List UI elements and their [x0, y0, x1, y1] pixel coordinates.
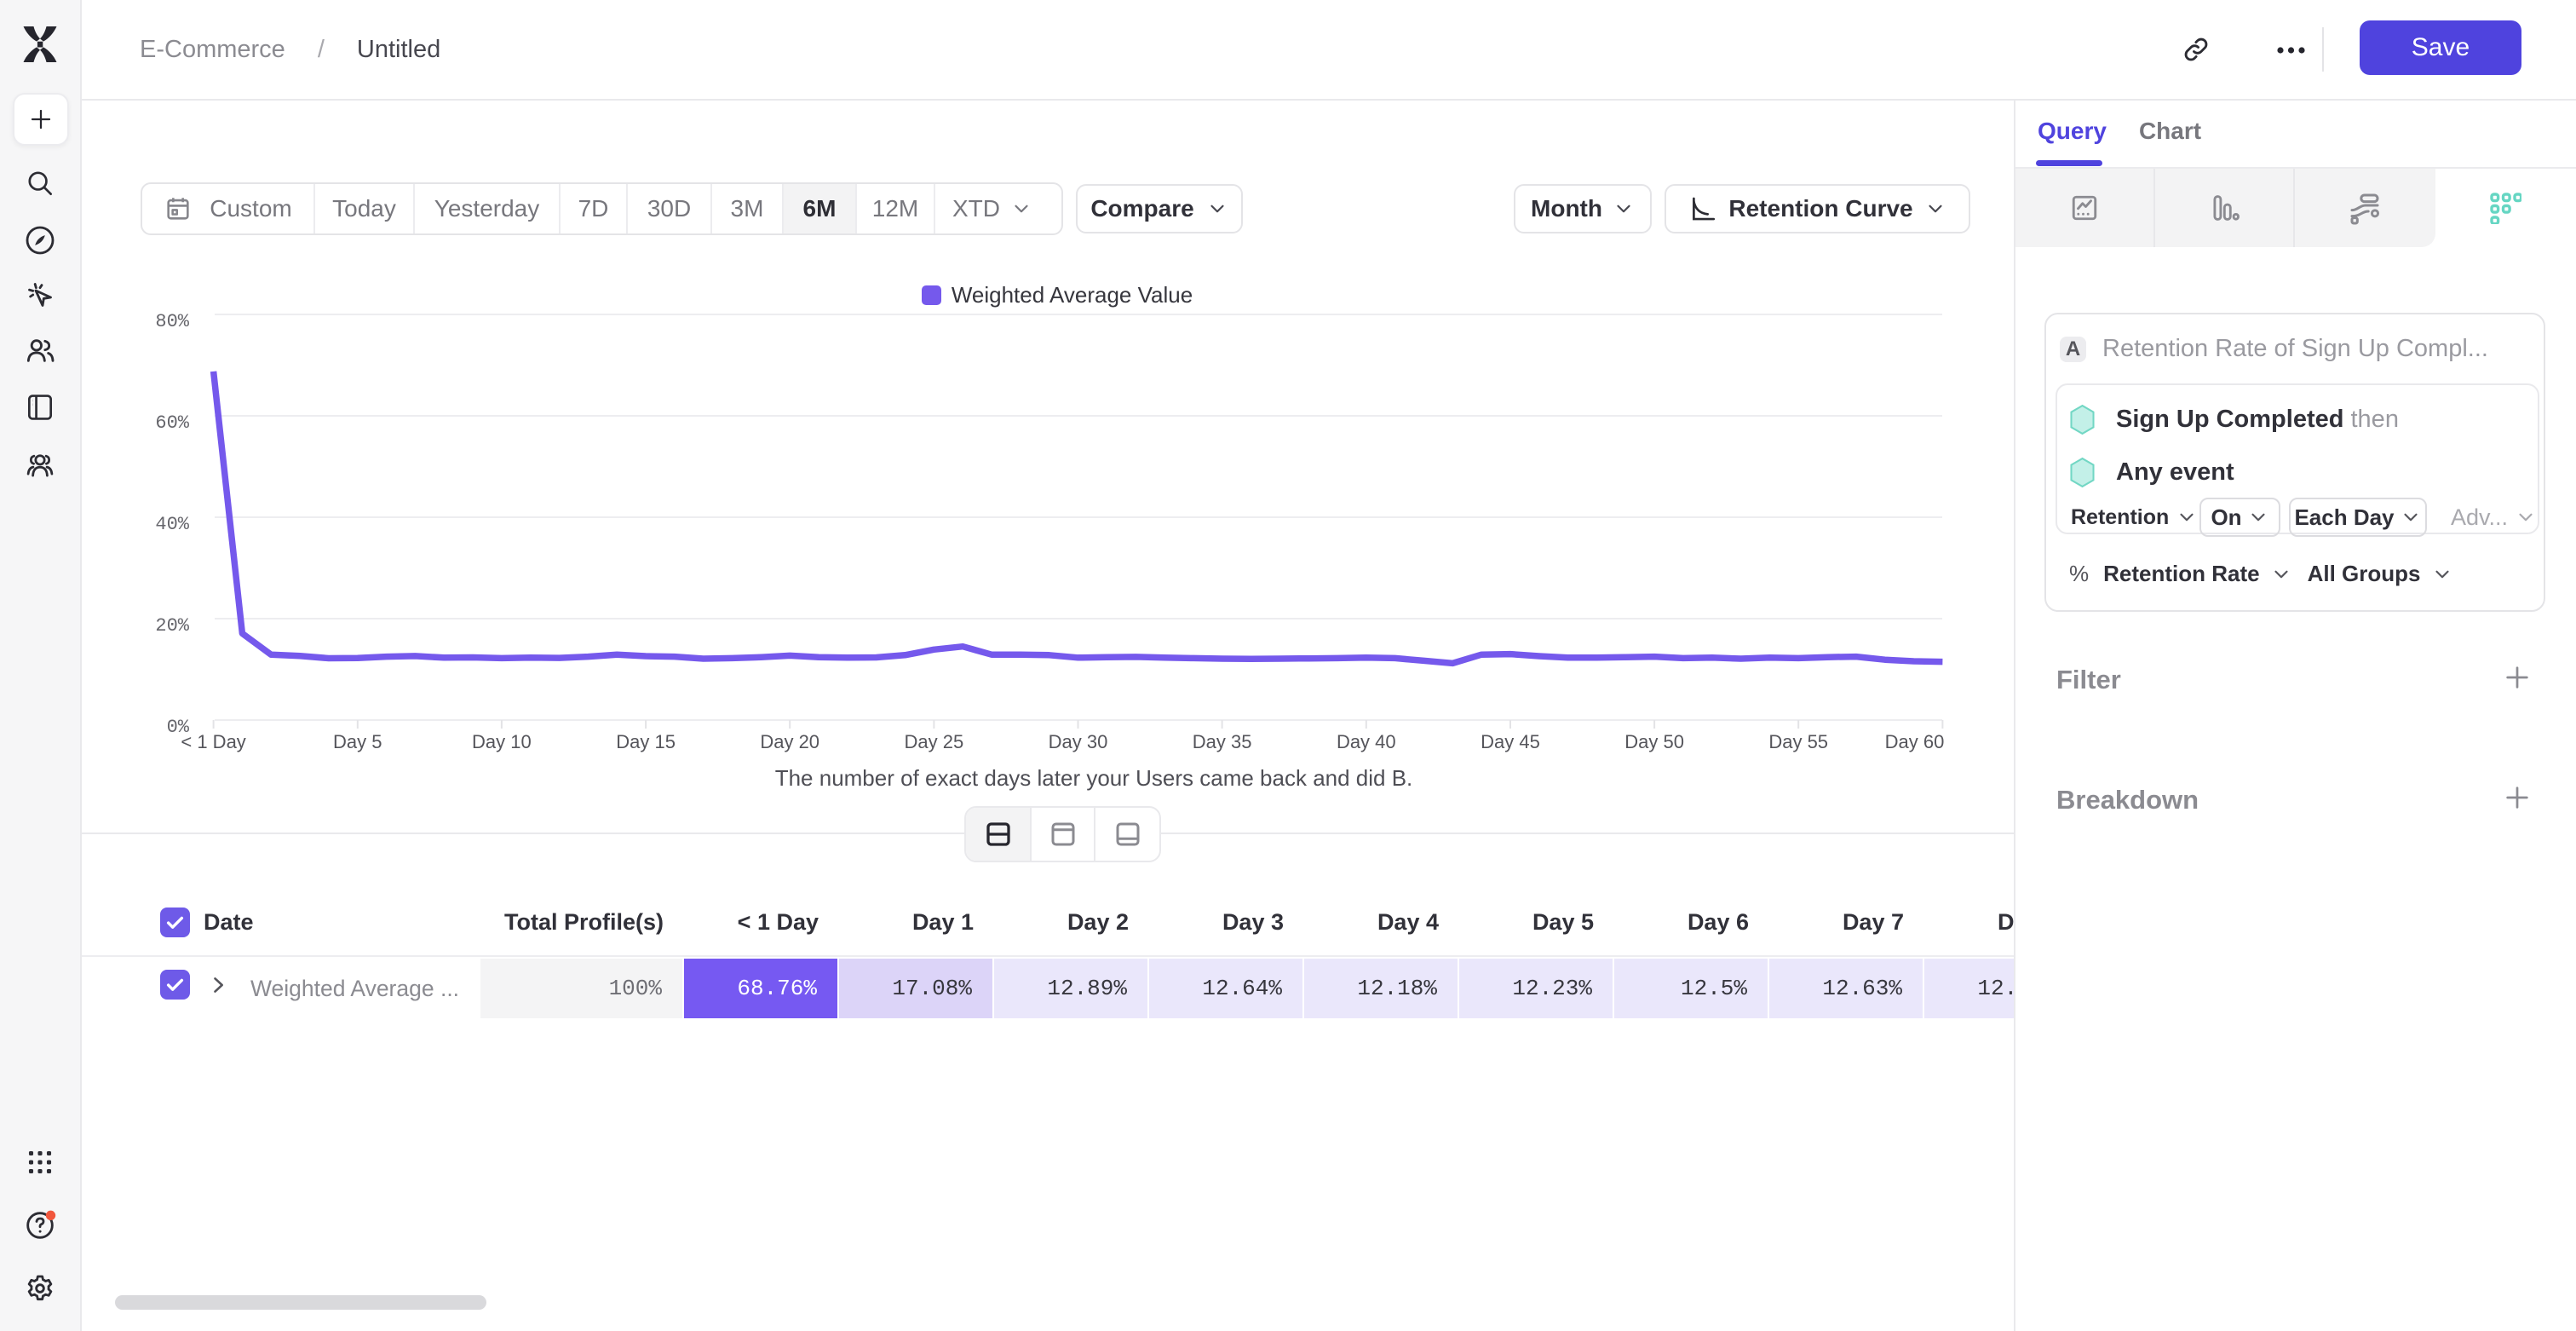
svg-text:Day 35: Day 35 — [1193, 731, 1252, 752]
svg-text:Day 60: Day 60 — [1885, 731, 1945, 752]
svg-text:The number of exact days later: The number of exact days later your User… — [775, 765, 1413, 791]
svg-text:Day 50: Day 50 — [1624, 731, 1684, 752]
svg-text:60%: 60% — [155, 412, 189, 434]
svg-text:Day 15: Day 15 — [616, 731, 676, 752]
svg-text:Day 20: Day 20 — [760, 731, 819, 752]
svg-text:0%: 0% — [167, 717, 190, 738]
svg-text:Day 30: Day 30 — [1049, 731, 1108, 752]
svg-text:40%: 40% — [155, 514, 189, 535]
svg-text:Day 40: Day 40 — [1337, 731, 1396, 752]
svg-text:Day 10: Day 10 — [472, 731, 532, 752]
svg-text:Day 55: Day 55 — [1768, 731, 1828, 752]
svg-text:Day 45: Day 45 — [1481, 731, 1540, 752]
svg-text:< 1 Day: < 1 Day — [181, 731, 245, 752]
svg-text:Day 5: Day 5 — [333, 731, 382, 752]
svg-text:20%: 20% — [155, 615, 189, 637]
svg-text:Day 25: Day 25 — [905, 731, 964, 752]
svg-text:80%: 80% — [155, 311, 189, 332]
